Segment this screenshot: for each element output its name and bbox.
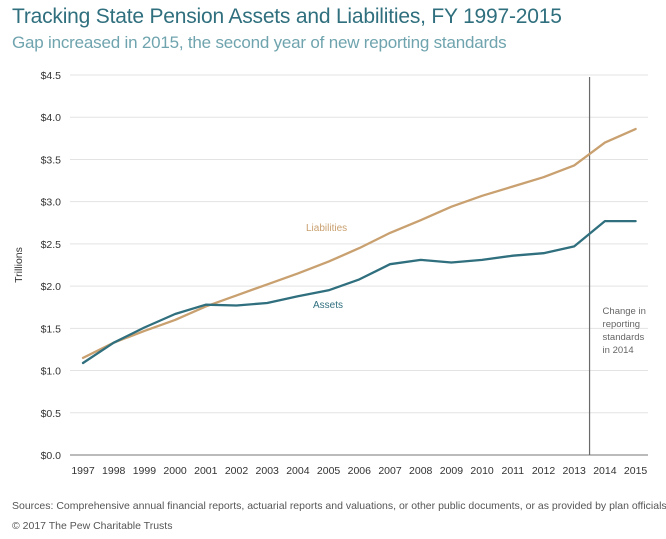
y-tick-label: $3.5 [41,154,62,166]
x-tick-label: 2010 [470,465,494,477]
x-tick-label: 2011 [502,465,525,477]
series-label-assets: Assets [313,300,343,311]
x-tick-label: 1997 [71,465,95,477]
annotation-text: standards [603,332,645,343]
x-tick-label: 2009 [440,465,464,477]
source-note: Sources: Comprehensive annual financial … [12,500,666,512]
x-tick-label: 2004 [286,465,310,477]
y-axis-title: Trillions [13,247,25,283]
y-tick-label: $2.0 [41,281,62,293]
series-line-liabilities [81,127,637,360]
y-tick-label: $0.0 [41,450,62,462]
y-tick-label: $4.0 [41,112,62,124]
x-tick-label: 2002 [225,465,249,477]
series-line-assets [81,219,637,365]
x-tick-label: 2000 [163,465,187,477]
y-tick-label: $0.5 [41,408,62,420]
x-tick-label: 2003 [256,465,280,477]
series-label-liabilities: Liabilities [306,223,347,234]
x-tick-label: 1999 [133,465,157,477]
chart-title: Tracking State Pension Assets and Liabil… [12,5,562,28]
x-tick-label: 2012 [532,465,556,477]
x-tick-label: 2014 [593,465,617,477]
y-tick-label: $3.0 [41,197,62,209]
x-tick-label: 2015 [624,465,648,477]
chart-subtitle: Gap increased in 2015, the second year o… [12,33,507,52]
x-tick-label: 2001 [194,465,218,477]
x-tick-label: 2008 [409,465,433,477]
x-tick-label: 1998 [102,465,126,477]
x-tick-label: 2013 [563,465,587,477]
annotation-text: reporting [603,319,641,330]
x-tick-label: 2007 [378,465,402,477]
annotation-text: in 2014 [603,345,634,356]
x-tick-label: 2006 [348,465,372,477]
y-tick-label: $1.0 [41,366,62,378]
annotation-text: Change in [603,306,646,317]
y-tick-label: $1.5 [41,323,62,335]
y-tick-label: $2.5 [41,239,62,251]
copyright-note: © 2017 The Pew Charitable Trusts [12,520,173,532]
y-tick-label: $4.5 [41,70,62,82]
x-tick-label: 2005 [317,465,341,477]
